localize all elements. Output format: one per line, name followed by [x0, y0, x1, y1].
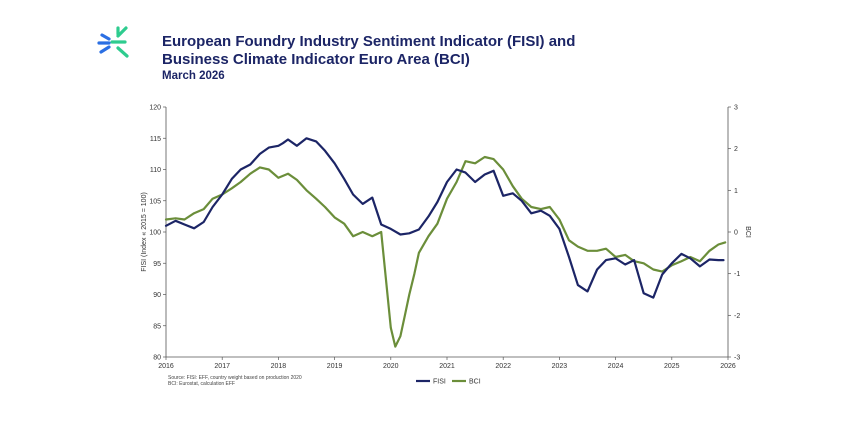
- y-left-tick-label: 115: [150, 136, 161, 143]
- x-tick-label: 2026: [720, 363, 736, 370]
- y-left-tick-label: 110: [150, 167, 161, 174]
- x-tick-label: 2024: [608, 363, 624, 370]
- y-left-axis-label: FISI (Index « 2015 = 100): [141, 192, 148, 272]
- y-right-tick-label: -1: [734, 271, 740, 278]
- cast-logo-icon: [97, 26, 129, 58]
- source-note-1: Source: FISI: EFF, country weight based …: [168, 375, 302, 381]
- series-line-bci: [164, 155, 727, 348]
- legend-label-fisi: FISI: [433, 379, 446, 386]
- x-tick-label: 2016: [158, 363, 174, 370]
- y-left-tick-label: 90: [153, 292, 161, 299]
- x-tick-label: 2018: [271, 363, 287, 370]
- y-left-tick-label: 100: [149, 230, 161, 237]
- legend-label-bci: BCI: [469, 379, 481, 386]
- series-line-fisi: [164, 137, 725, 299]
- y-left-tick-label: 120: [149, 105, 161, 112]
- y-left-tick-label: 105: [149, 198, 161, 205]
- y-right-axis-label: BCI: [744, 226, 751, 238]
- y-right-tick-label: -2: [734, 313, 740, 320]
- x-tick-label: 2022: [495, 363, 511, 370]
- x-tick-label: 2020: [383, 363, 399, 370]
- y-left-tick-label: 80: [153, 355, 161, 362]
- chart-title-line-1: European Foundry Industry Sentiment Indi…: [162, 33, 576, 50]
- y-right-tick-label: 2: [734, 146, 738, 153]
- x-tick-label: 2019: [327, 363, 343, 370]
- x-tick-label: 2023: [552, 363, 568, 370]
- source-note-2: BCI: Eurostat, calculation EFF: [168, 381, 235, 387]
- y-right-tick-label: 0: [734, 230, 738, 237]
- chart-subtitle: March 2026: [162, 70, 225, 82]
- y-left-tick-label: 95: [153, 261, 161, 268]
- y-left-tick-label: 85: [153, 323, 161, 330]
- x-tick-label: 2021: [439, 363, 455, 370]
- x-tick-label: 2017: [214, 363, 230, 370]
- chart-title-line-2: Business Climate Indicator Euro Area (BC…: [162, 51, 470, 68]
- x-tick-label: 2025: [664, 363, 680, 370]
- y-right-tick-label: -3: [734, 355, 740, 362]
- y-right-tick-label: 1: [734, 188, 738, 195]
- y-right-tick-label: 3: [734, 105, 738, 112]
